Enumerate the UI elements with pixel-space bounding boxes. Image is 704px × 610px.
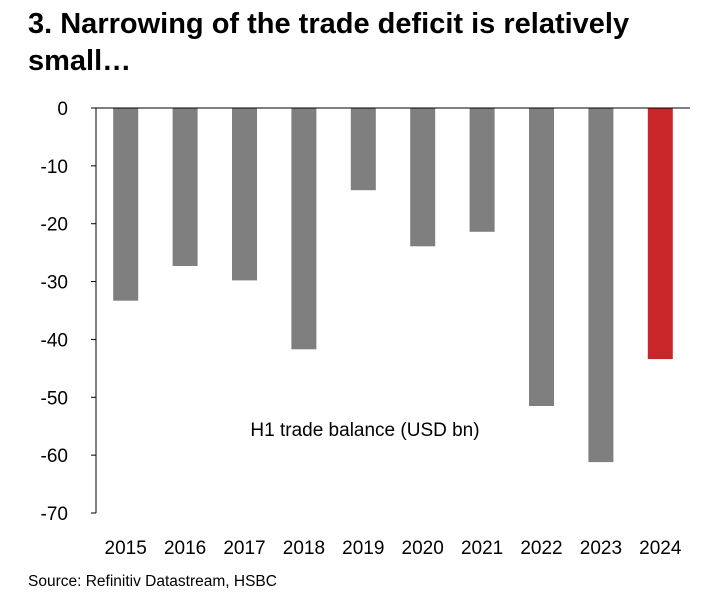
bars-group	[113, 108, 673, 463]
bar-2024	[647, 108, 673, 360]
bar-2016	[172, 108, 198, 266]
bar-2017	[232, 108, 257, 281]
y-tick-label: -50	[41, 388, 68, 409]
y-tick-label: -10	[41, 157, 68, 178]
bar-2023	[588, 108, 614, 463]
x-tick-label-2015: 2015	[105, 538, 147, 559]
bar-2021	[469, 108, 495, 232]
chart-title: 3. Narrowing of the trade deficit is rel…	[28, 8, 630, 77]
x-tick-label-2020: 2020	[402, 538, 444, 559]
x-tick-label-2023: 2023	[580, 538, 622, 559]
labels-group: 2015 2016 2017 2018 2019 2020 2021 2022 2023 2024…	[41, 99, 682, 559]
y-tick-label: -40	[41, 330, 68, 351]
x-tick-label-2016: 2016	[164, 538, 206, 559]
x-tick-label-2019: 2019	[342, 538, 384, 559]
x-tick-label-2024: 2024	[639, 538, 682, 559]
x-tick-label-2017: 2017	[223, 538, 265, 559]
x-tick-label-2018: 2018	[283, 538, 325, 559]
bar-2019	[350, 108, 376, 191]
y-tick-label: -30	[41, 273, 68, 294]
y-tick-label: -20	[41, 215, 68, 236]
source-note: Source: Refinitiv Datastream, HSBC	[28, 573, 277, 590]
x-tick-label-2021: 2021	[461, 538, 503, 559]
y-tick-label: -60	[41, 446, 68, 467]
chart-annotation: H1 trade balance (USD bn)	[250, 420, 479, 441]
bar-2015	[113, 108, 139, 301]
axes-group	[91, 107, 690, 514]
bar-2020	[410, 108, 436, 247]
bar-2018	[291, 108, 317, 350]
y-tick-label: -70	[41, 504, 68, 525]
x-tick-label-2022: 2022	[520, 538, 562, 559]
y-tick-label: 0	[57, 99, 68, 120]
bar-2022	[529, 108, 554, 406]
